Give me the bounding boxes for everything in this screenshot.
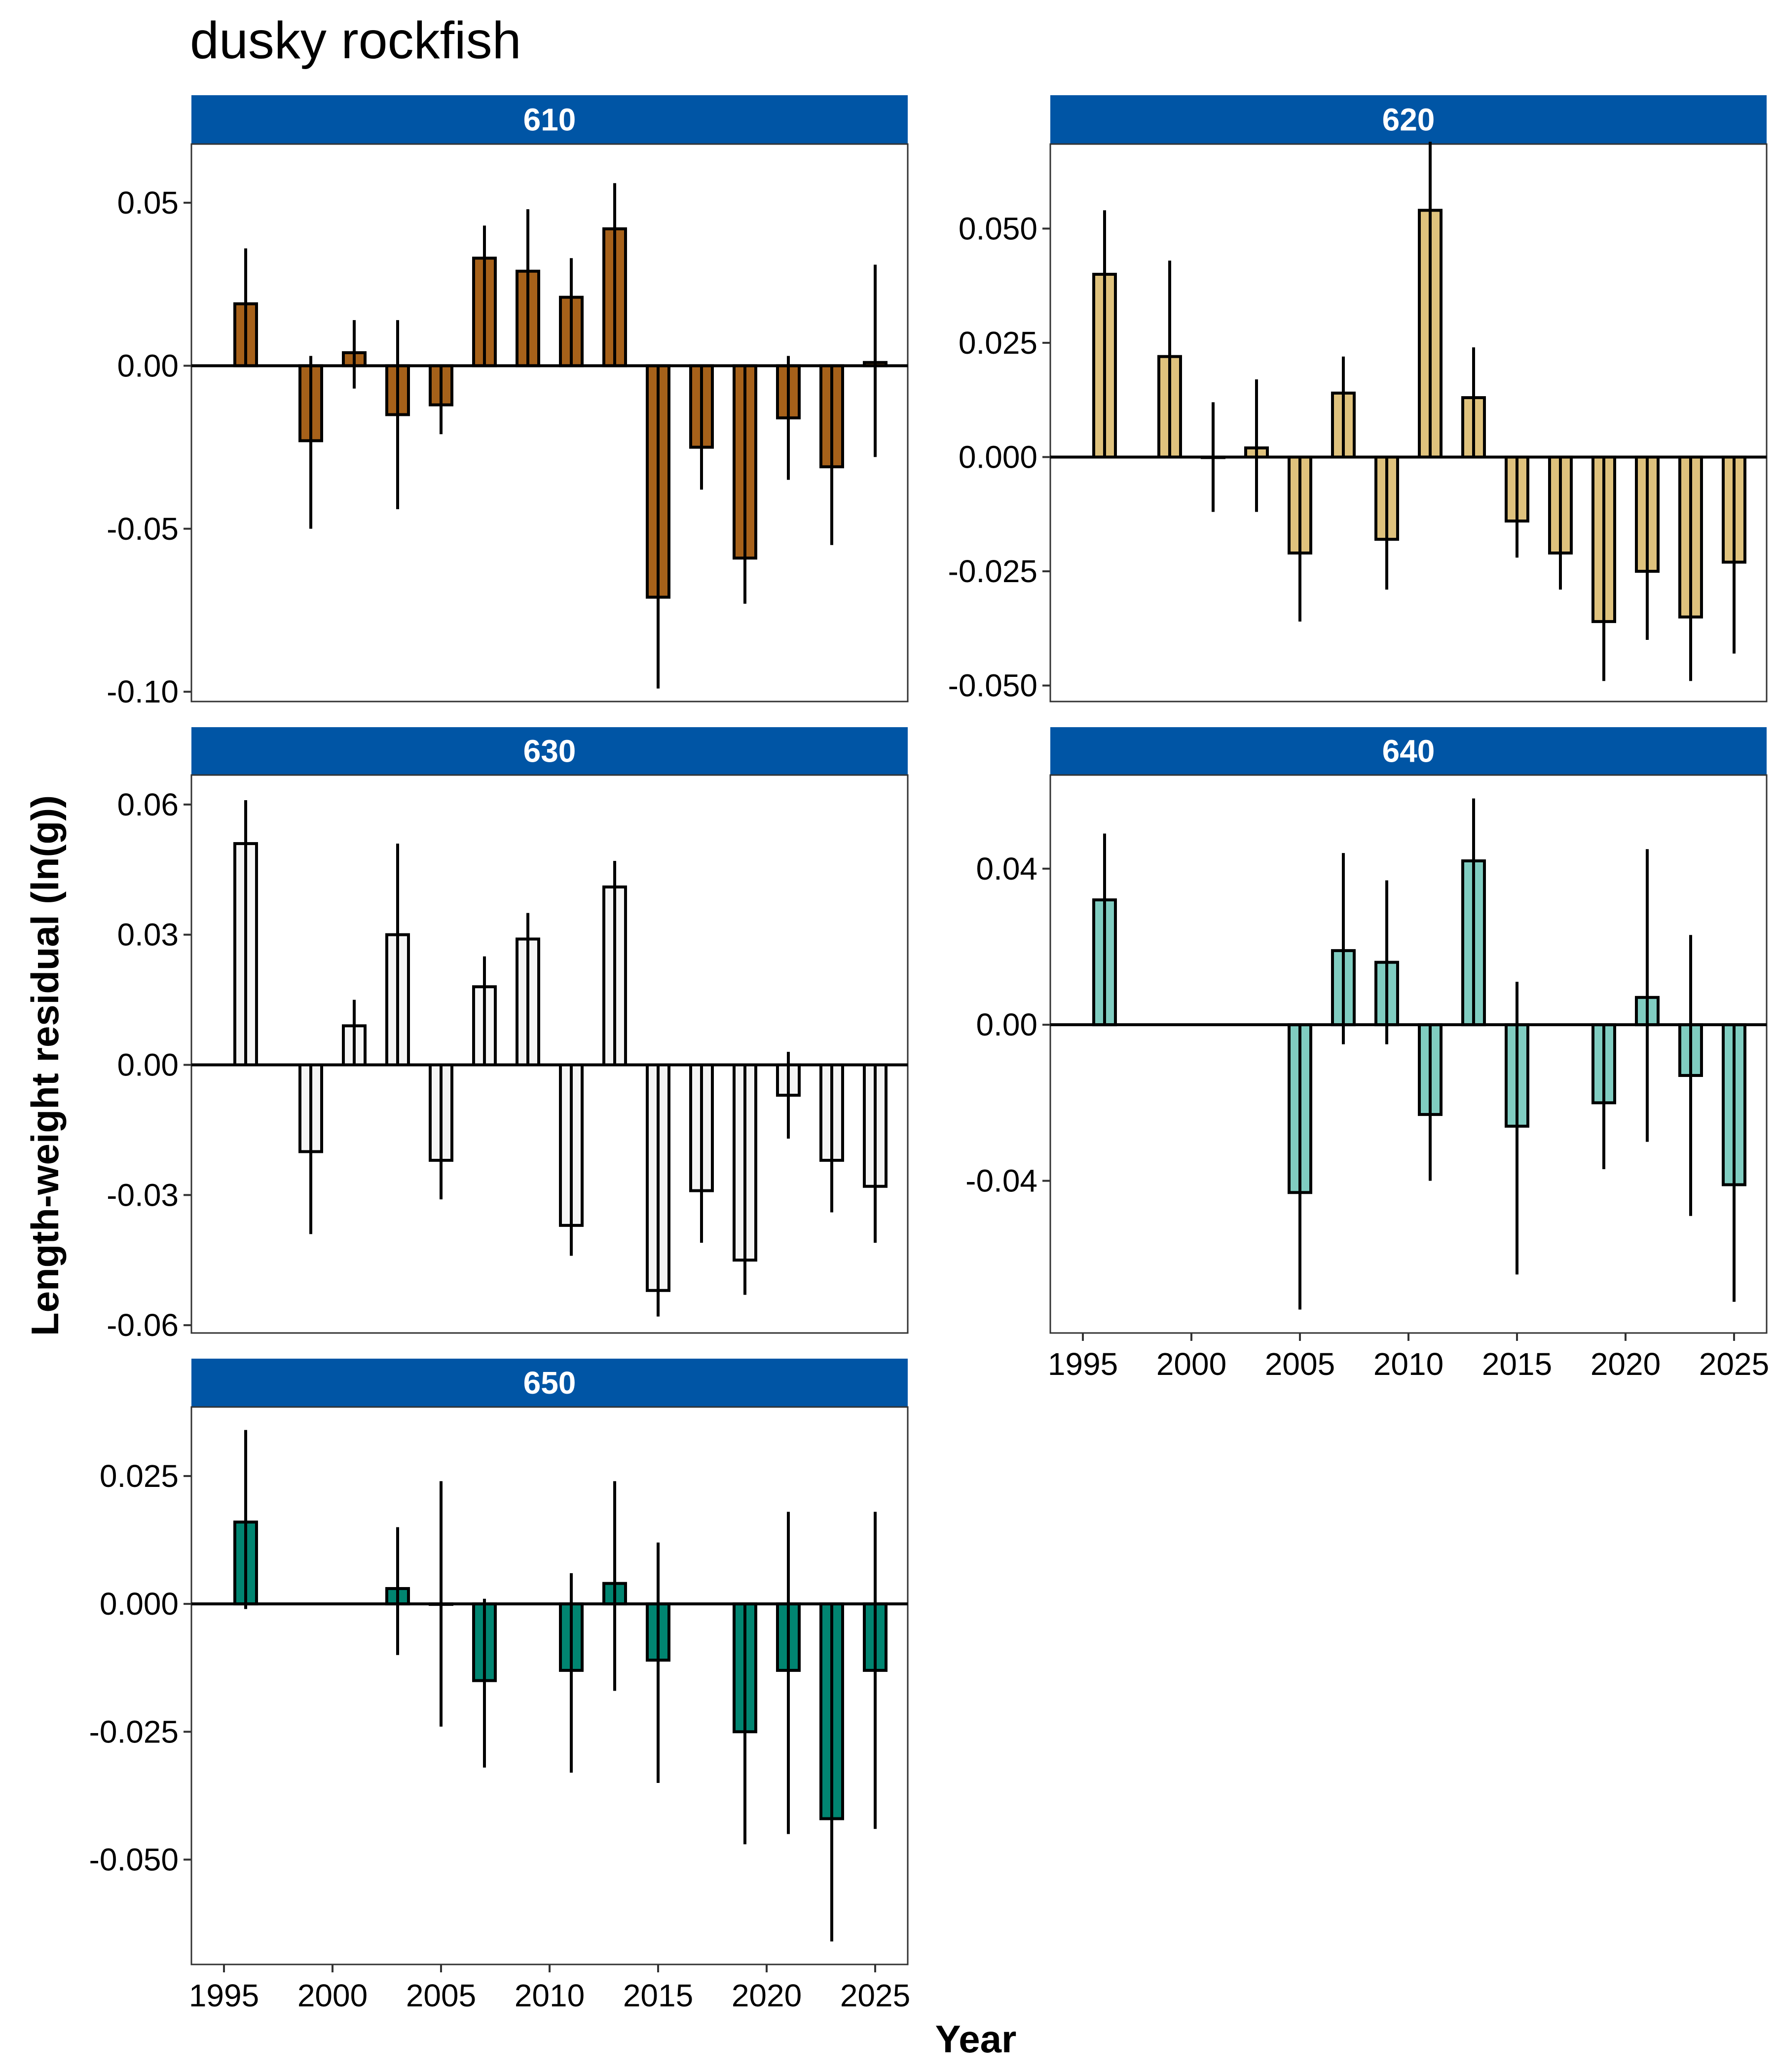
y-tick-label: 0.025 (959, 325, 1037, 361)
x-tick-label: 2025 (840, 1978, 910, 2013)
panel-strip (191, 727, 908, 775)
y-axis-title: Length-weight residual (ln(g)) (23, 795, 67, 1336)
panel-strip (191, 1359, 908, 1407)
y-tick-label: -0.050 (89, 1842, 179, 1877)
y-tick-label: 0.06 (117, 787, 179, 822)
x-tick-label: 1995 (189, 1978, 259, 2013)
y-tick-label: 0.00 (976, 1007, 1037, 1042)
x-tick-label: 1995 (1048, 1346, 1118, 1382)
y-tick-label: 0.000 (100, 1586, 179, 1622)
panel-strip (191, 95, 908, 144)
panel-strip (1050, 727, 1767, 775)
x-tick-label: 2025 (1699, 1346, 1769, 1382)
panel-strip-label: 620 (1382, 102, 1435, 138)
panel-strip-label: 650 (523, 1365, 576, 1401)
panel-strip-label: 610 (523, 102, 576, 138)
x-tick-label: 2000 (1156, 1346, 1226, 1382)
panel-strip (1050, 95, 1767, 144)
y-tick-label: -0.050 (948, 668, 1037, 703)
y-tick-label: -0.03 (107, 1177, 179, 1213)
x-tick-label: 2015 (623, 1978, 693, 2013)
panel-strip-label: 630 (523, 734, 576, 769)
x-tick-label: 2010 (1373, 1346, 1443, 1382)
x-axis-title: Year (935, 2017, 1017, 2061)
panel-frame (1049, 774, 1768, 1334)
y-tick-label: -0.025 (948, 554, 1037, 589)
x-tick-label: 2020 (732, 1978, 802, 2013)
panel-frame (190, 774, 909, 1334)
panel-frame (1049, 143, 1768, 703)
panel-strip-label: 640 (1382, 734, 1435, 769)
x-tick-label: 2000 (297, 1978, 368, 2013)
y-tick-label: 0.04 (976, 851, 1037, 887)
y-tick-label: 0.025 (100, 1458, 179, 1494)
y-tick-label: 0.050 (959, 211, 1037, 246)
y-tick-label: 0.03 (117, 917, 179, 953)
y-tick-label: -0.05 (107, 511, 179, 547)
panel-frame (190, 1406, 909, 1965)
x-tick-label: 2020 (1591, 1346, 1661, 1382)
y-tick-label: -0.10 (107, 674, 179, 709)
y-tick-label: -0.06 (107, 1307, 179, 1343)
y-tick-label: 0.00 (117, 348, 179, 383)
chart-title: dusky rockfish (190, 11, 521, 70)
x-tick-label: 2005 (1265, 1346, 1335, 1382)
x-tick-label: 2005 (406, 1978, 476, 2013)
y-tick-label: 0.000 (959, 439, 1037, 475)
panel-frame (190, 143, 909, 703)
x-tick-label: 2010 (515, 1978, 585, 2013)
y-tick-label: 0.05 (117, 185, 179, 221)
y-tick-label: 0.00 (117, 1047, 179, 1082)
x-tick-label: 2015 (1482, 1346, 1552, 1382)
y-tick-label: -0.04 (965, 1163, 1037, 1199)
y-tick-label: -0.025 (89, 1714, 179, 1749)
